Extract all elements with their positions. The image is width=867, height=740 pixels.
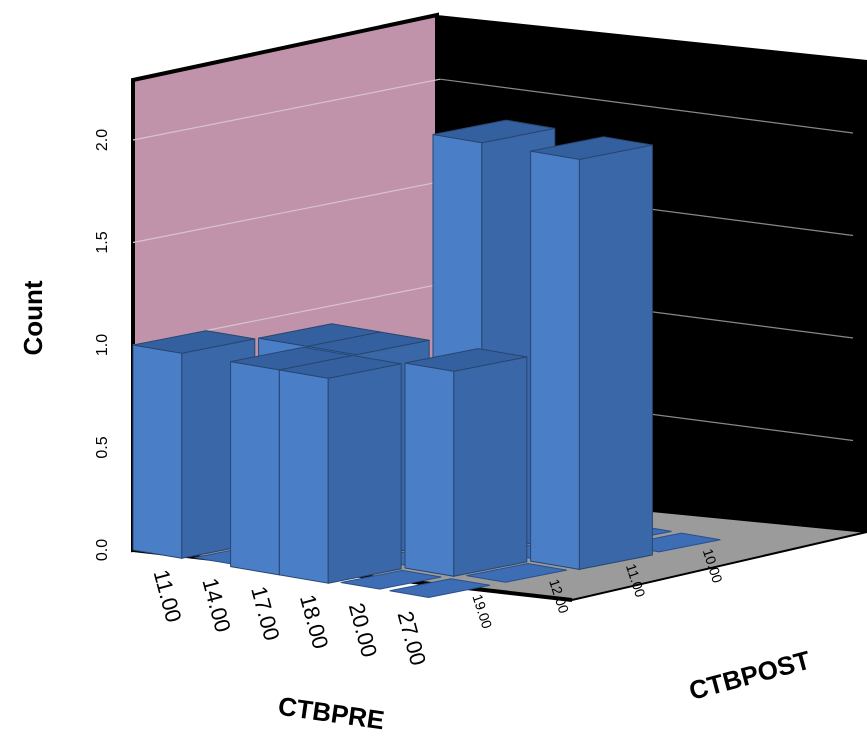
y-tick-label: 1.5 (94, 231, 111, 253)
y-tick-label: 2.0 (94, 129, 111, 151)
bar-top-face (279, 354, 402, 379)
bars (132, 119, 653, 584)
bar-front-face (404, 362, 455, 577)
bar-20.00-12.00 (404, 348, 528, 577)
bar-side-face (578, 144, 653, 571)
gridline-back-wall (440, 78, 854, 134)
bar-27.00-11.00 (530, 136, 653, 571)
y-tick-label: 1.0 (94, 334, 111, 356)
bar-front-face (530, 150, 580, 570)
bar-top-face (432, 119, 555, 144)
bar-top-face (530, 136, 653, 160)
floor-tile (466, 562, 567, 583)
y-tick-label: 0.0 (94, 539, 111, 561)
x-tick-label: 14.00 (197, 575, 235, 635)
x-axis-title: CTBPRE (276, 691, 386, 736)
x-axis-ticks: 11.00 14.00 17.00 18.00 20.00 27.00 (149, 567, 431, 668)
floor-tile (340, 569, 442, 590)
bar-side-face (327, 363, 402, 584)
bar-top-face (307, 331, 430, 356)
bar-18.00-19.00 (278, 354, 402, 584)
x-tick-label: 18.00 (295, 592, 333, 652)
bar-front-face (132, 344, 183, 559)
bar-top-face (132, 330, 255, 354)
bar-front-face (278, 369, 329, 584)
z-tick-label: 19.00 (469, 592, 495, 630)
gridline-left-wall (132, 78, 441, 141)
bar-top-face (404, 348, 527, 372)
y-tick-label: 0.5 (94, 436, 111, 458)
gridline-left-wall (132, 181, 441, 244)
bar-side-face (453, 356, 528, 577)
bar-front-face (230, 361, 280, 576)
x-tick-label: 27.00 (393, 608, 431, 668)
y-axis-title: Count (18, 280, 48, 355)
x-tick-label: 11.00 (149, 567, 187, 625)
floor-tile (389, 578, 491, 599)
z-axis-title: CTBPOST (686, 645, 814, 706)
y-axis-ticks: 0.0 0.5 1.0 1.5 2.0 (94, 129, 111, 561)
x-tick-label: 17.00 (246, 584, 284, 644)
x-tick-label: 20.00 (344, 600, 382, 660)
